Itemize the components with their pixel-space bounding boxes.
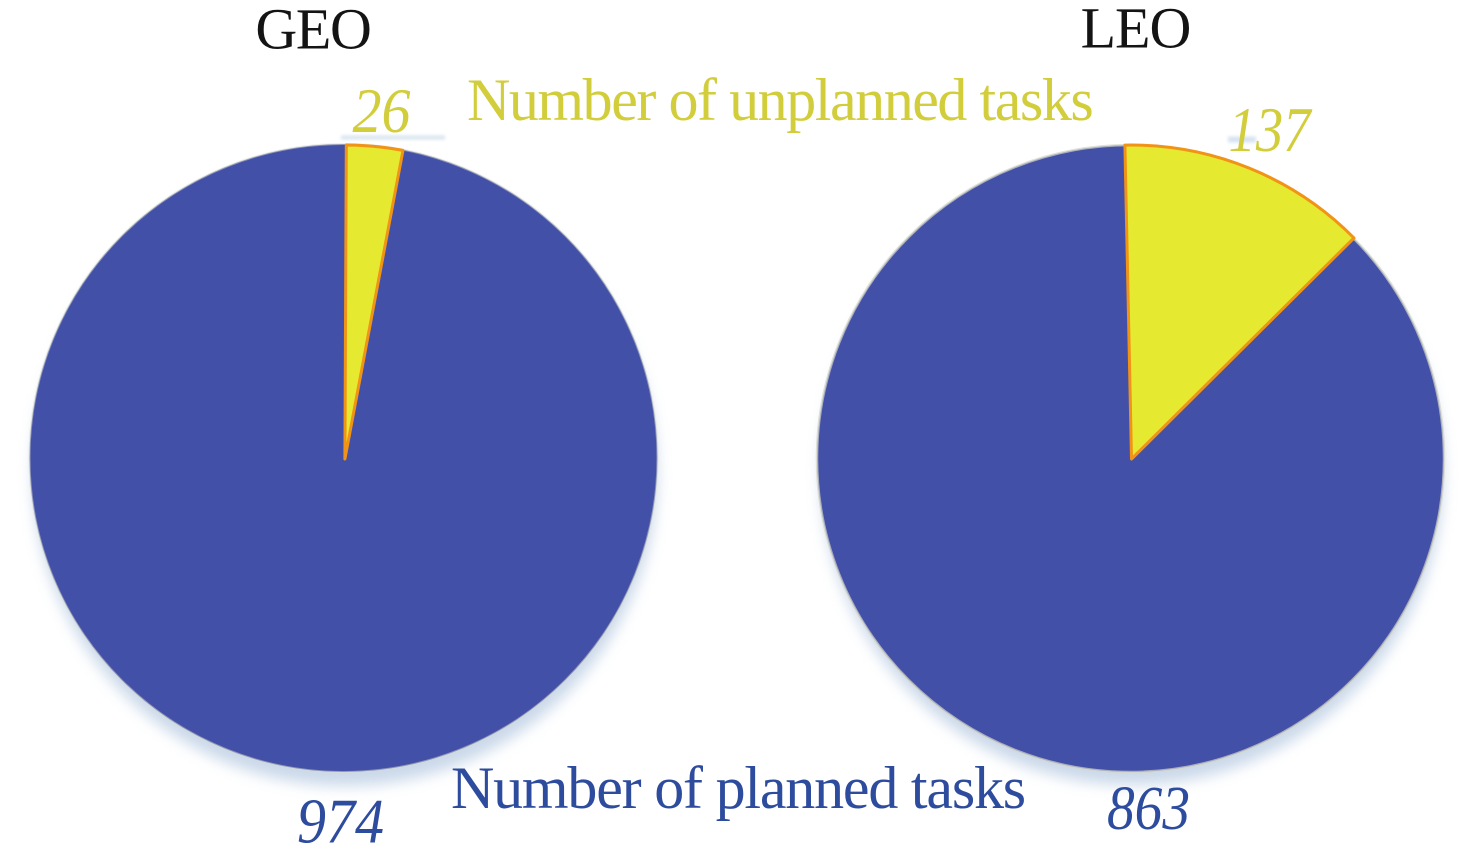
- svg-text:LEO: LEO: [1081, 0, 1191, 61]
- svg-text:26: 26: [353, 76, 411, 146]
- svg-text:GEO: GEO: [255, 0, 370, 62]
- svg-text:974: 974: [297, 787, 384, 857]
- svg-text:863: 863: [1107, 775, 1190, 843]
- svg-text:Number of planned tasks: Number of planned tasks: [451, 755, 1025, 821]
- svg-text:Number of unplanned tasks: Number of unplanned tasks: [467, 67, 1092, 133]
- svg-text:137: 137: [1229, 94, 1314, 165]
